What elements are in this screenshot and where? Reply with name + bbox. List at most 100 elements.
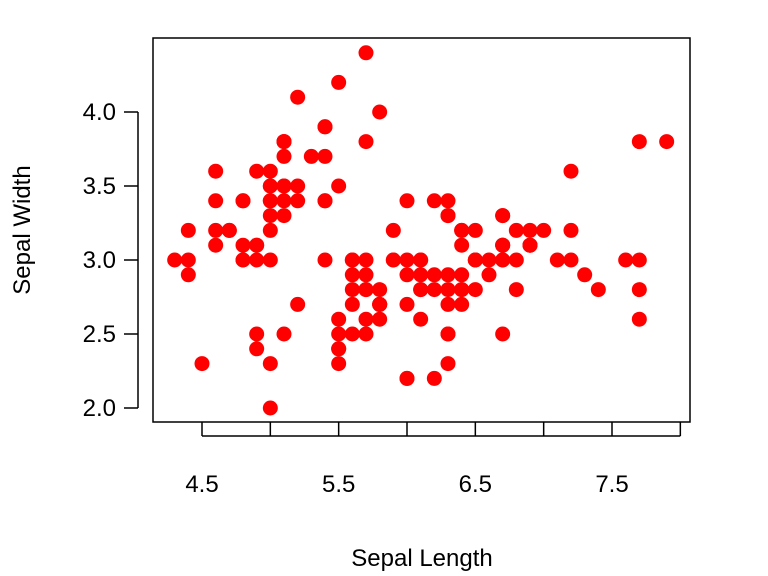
- data-point: [276, 148, 292, 164]
- data-point: [522, 222, 538, 238]
- data-point: [167, 252, 183, 268]
- data-point: [331, 178, 347, 194]
- data-point: [317, 252, 333, 268]
- data-point: [344, 252, 360, 268]
- data-point: [522, 237, 538, 253]
- data-point: [372, 296, 388, 312]
- data-point: [631, 311, 647, 327]
- data-point: [631, 252, 647, 268]
- data-point: [454, 282, 470, 298]
- data-point: [454, 267, 470, 283]
- data-point: [208, 193, 224, 209]
- y-tick-label: 3.0: [83, 247, 116, 274]
- data-point: [481, 267, 497, 283]
- data-point: [454, 237, 470, 253]
- data-point: [358, 326, 374, 342]
- data-point: [399, 370, 415, 386]
- y-axis: 2.0 2.5 3.0 3.5 4.0: [83, 99, 139, 422]
- data-points: [167, 45, 675, 416]
- data-point: [331, 74, 347, 90]
- data-point: [331, 356, 347, 372]
- data-point: [208, 163, 224, 179]
- data-point: [413, 252, 429, 268]
- data-point: [399, 296, 415, 312]
- data-point: [290, 178, 306, 194]
- data-point: [317, 193, 333, 209]
- data-point: [590, 282, 606, 298]
- data-point: [358, 311, 374, 327]
- data-point: [440, 326, 456, 342]
- data-point: [358, 252, 374, 268]
- data-point: [331, 311, 347, 327]
- x-tick-label: 7.5: [595, 471, 628, 498]
- x-tick-label: 5.5: [322, 471, 355, 498]
- data-point: [372, 311, 388, 327]
- data-point: [385, 222, 401, 238]
- data-point: [549, 252, 565, 268]
- data-point: [467, 282, 483, 298]
- x-tick-label: 4.5: [185, 471, 218, 498]
- data-point: [262, 208, 278, 224]
- data-point: [372, 282, 388, 298]
- data-point: [290, 193, 306, 209]
- data-point: [249, 326, 265, 342]
- data-point: [262, 178, 278, 194]
- data-point: [481, 252, 497, 268]
- data-point: [467, 252, 483, 268]
- data-point: [358, 134, 374, 150]
- data-point: [208, 222, 224, 238]
- data-point: [631, 282, 647, 298]
- data-point: [631, 134, 647, 150]
- data-point: [249, 237, 265, 253]
- data-point: [440, 193, 456, 209]
- data-point: [262, 163, 278, 179]
- data-point: [563, 222, 579, 238]
- y-tick-label: 3.5: [83, 173, 116, 200]
- data-point: [413, 311, 429, 327]
- data-point: [426, 267, 442, 283]
- data-point: [426, 193, 442, 209]
- data-point: [180, 252, 196, 268]
- data-point: [440, 296, 456, 312]
- data-point: [276, 134, 292, 150]
- data-point: [344, 267, 360, 283]
- data-point: [249, 341, 265, 357]
- data-point: [249, 252, 265, 268]
- data-point: [495, 326, 511, 342]
- data-point: [426, 370, 442, 386]
- data-point: [508, 222, 524, 238]
- data-point: [276, 208, 292, 224]
- data-point: [303, 148, 319, 164]
- data-point: [454, 222, 470, 238]
- data-point: [563, 163, 579, 179]
- data-point: [385, 252, 401, 268]
- data-point: [235, 237, 251, 253]
- data-point: [399, 193, 415, 209]
- data-point: [440, 356, 456, 372]
- data-point: [440, 267, 456, 283]
- data-point: [577, 267, 593, 283]
- data-point: [208, 237, 224, 253]
- data-point: [180, 267, 196, 283]
- data-point: [399, 267, 415, 283]
- data-point: [618, 252, 634, 268]
- plot-frame: [152, 37, 691, 423]
- data-point: [358, 267, 374, 283]
- data-point: [317, 148, 333, 164]
- data-point: [467, 222, 483, 238]
- data-point: [290, 296, 306, 312]
- data-point: [235, 252, 251, 268]
- data-point: [344, 326, 360, 342]
- data-point: [331, 326, 347, 342]
- data-point: [276, 178, 292, 194]
- data-point: [440, 208, 456, 224]
- data-point: [399, 252, 415, 268]
- data-point: [454, 296, 470, 312]
- y-tick-label: 4.0: [83, 99, 116, 126]
- data-point: [563, 252, 579, 268]
- data-point: [536, 222, 552, 238]
- data-point: [276, 326, 292, 342]
- y-tick-label: 2.0: [83, 395, 116, 422]
- data-point: [495, 252, 511, 268]
